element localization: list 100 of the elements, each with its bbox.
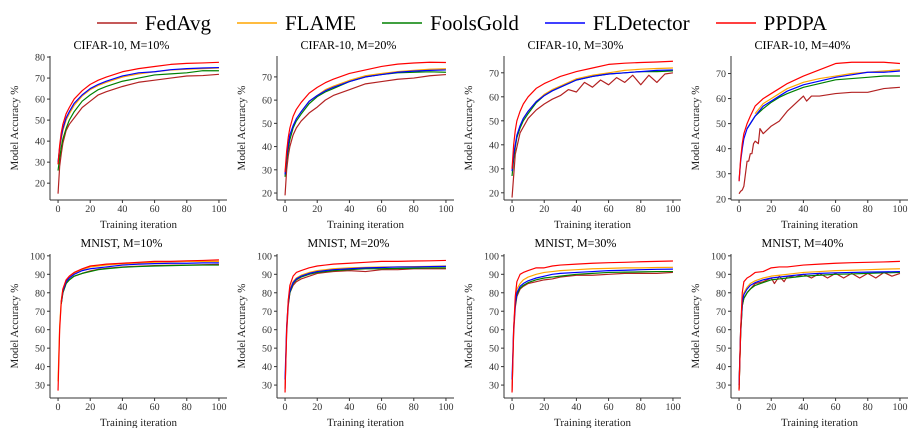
- chart-title: MNIST, M=10%: [80, 236, 164, 250]
- x-tick-label: 80: [182, 402, 192, 414]
- x-axis-title: Training iteration: [554, 219, 632, 231]
- y-axis-title: Model Accuracy %: [462, 86, 475, 170]
- line-series: [284, 74, 447, 196]
- x-tick-label: 20: [766, 204, 776, 216]
- x-tick-label: 40: [571, 204, 582, 216]
- y-tick-label: 20: [489, 188, 499, 200]
- y-tick-label: 70: [716, 69, 726, 80]
- y-tick-label: 80: [35, 52, 45, 64]
- x-tick-label: 60: [830, 204, 841, 216]
- y-axis-title: Model Accuracy %: [236, 284, 248, 368]
- x-tick-label: 0: [736, 402, 742, 414]
- line-series: [738, 86, 901, 194]
- y-tick-label: 50: [35, 344, 45, 355]
- y-tick-label: 30: [716, 380, 726, 392]
- y-tick-label: 60: [489, 92, 499, 104]
- x-tick-label: 60: [150, 204, 160, 216]
- chart-title: CIFAR-10, M=20%: [300, 38, 398, 52]
- y-tick-label: 50: [35, 116, 45, 127]
- x-tick-label: 60: [376, 204, 387, 216]
- legend-label: FedAvg: [144, 10, 211, 36]
- legend-label: PPDPA: [764, 10, 828, 36]
- y-tick-label: 50: [262, 118, 272, 130]
- y-tick-label: 70: [35, 74, 45, 85]
- y-tick-label: 80: [716, 288, 726, 300]
- y-tick-label: 20: [35, 178, 45, 190]
- y-tick-label: 20: [716, 194, 726, 206]
- y-tick-label: 40: [262, 362, 272, 374]
- y-tick-label: 80: [489, 288, 499, 300]
- line-series: [514, 270, 674, 306]
- x-tick-label: 20: [766, 402, 776, 414]
- x-tick-label: 100: [665, 204, 680, 216]
- x-axis-title: Training iteration: [327, 219, 404, 231]
- y-tick-label: 100: [257, 251, 272, 262]
- y-tick-label: 30: [489, 164, 499, 176]
- y-tick-label: 80: [262, 288, 272, 300]
- y-tick-label: 100: [30, 251, 45, 262]
- y-tick-label: 60: [262, 96, 272, 107]
- x-tick-label: 40: [798, 204, 808, 216]
- x-axis-title: Training iteration: [327, 417, 404, 429]
- y-tick-label: 60: [35, 94, 45, 106]
- y-tick-label: 70: [35, 306, 45, 318]
- x-tick-label: 60: [150, 402, 160, 414]
- y-axis-title: Model Accuracy %: [8, 284, 21, 368]
- y-tick-label: 30: [262, 380, 272, 392]
- x-tick-label: 20: [312, 204, 322, 216]
- y-tick-label: 70: [262, 72, 272, 84]
- y-tick-label: 100: [484, 251, 499, 262]
- x-tick-label: 60: [604, 402, 614, 414]
- y-tick-label: 90: [262, 270, 272, 281]
- y-tick-label: 50: [262, 344, 272, 355]
- x-tick-label: 80: [862, 402, 873, 414]
- x-tick-label: 40: [571, 402, 582, 414]
- x-tick-label: 100: [438, 402, 454, 414]
- x-tick-label: 40: [117, 402, 128, 414]
- y-tick-label: 30: [262, 165, 272, 176]
- x-axis-title: Training iteration: [554, 417, 632, 429]
- x-tick-label: 80: [408, 402, 419, 414]
- y-tick-label: 40: [489, 362, 499, 374]
- y-axis-title: Model Accuracy %: [690, 86, 702, 170]
- x-tick-label: 20: [539, 402, 550, 414]
- chart-title: CIFAR-10, M=40%: [754, 38, 852, 52]
- x-tick-label: 100: [438, 204, 454, 216]
- y-tick-label: 70: [489, 68, 499, 80]
- y-tick-label: 50: [716, 344, 726, 355]
- x-tick-label: 80: [636, 204, 646, 216]
- line-series: [57, 74, 220, 194]
- y-tick-label: 50: [716, 119, 726, 130]
- legend-label: FLAME: [284, 10, 356, 36]
- chart-title: MNIST, M=30%: [534, 236, 618, 250]
- x-tick-label: 20: [312, 402, 322, 414]
- x-tick-label: 40: [798, 402, 808, 414]
- x-tick-label: 40: [344, 402, 354, 414]
- x-tick-label: 20: [85, 402, 96, 414]
- y-tick-label: 60: [716, 94, 726, 106]
- y-tick-label: 80: [35, 288, 45, 300]
- x-tick-label: 100: [665, 402, 680, 414]
- x-tick-label: 100: [211, 204, 226, 216]
- y-tick-label: 30: [716, 169, 726, 180]
- y-tick-label: 50: [489, 344, 499, 355]
- x-tick-label: 80: [408, 204, 419, 216]
- x-tick-label: 100: [892, 402, 908, 414]
- x-tick-label: 0: [56, 402, 61, 414]
- y-tick-label: 60: [35, 325, 45, 336]
- y-tick-label: 70: [489, 306, 499, 318]
- x-tick-label: 0: [736, 204, 742, 216]
- x-tick-label: 60: [830, 402, 841, 414]
- y-tick-label: 60: [489, 325, 499, 336]
- y-tick-label: 30: [489, 380, 499, 392]
- chart-title: CIFAR-10, M=10%: [72, 38, 170, 52]
- chart-title: MNIST, M=40%: [760, 236, 844, 250]
- x-tick-label: 40: [117, 204, 128, 216]
- y-tick-label: 60: [716, 325, 726, 336]
- y-tick-label: 90: [716, 270, 726, 281]
- y-tick-label: 50: [489, 116, 499, 128]
- x-tick-label: 60: [376, 402, 387, 414]
- x-tick-label: 80: [862, 204, 873, 216]
- x-tick-label: 80: [636, 402, 646, 414]
- y-tick-label: 30: [35, 380, 45, 392]
